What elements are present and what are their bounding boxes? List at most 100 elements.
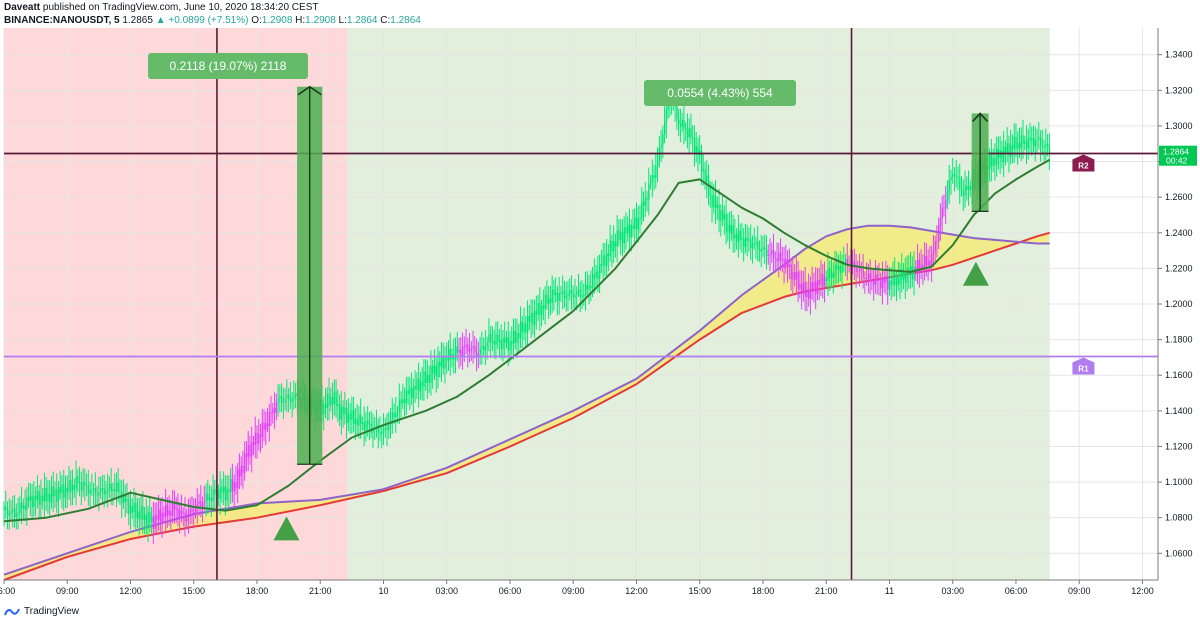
author-name[interactable]: Daveatt [4,2,41,13]
price-candle [426,374,429,383]
price-candle [154,514,156,529]
price-candle [280,396,283,404]
time-tick-label: 10 [378,586,388,596]
price-candle [569,290,571,294]
price-candle [751,243,754,249]
signal-triangle [273,516,300,541]
price-candle [894,272,896,286]
price-candle [918,260,921,273]
price-candle [955,175,958,177]
price-candle [349,413,351,420]
price-candle [391,412,394,420]
price-candle [621,232,624,244]
time-tick-label: 11 [885,586,894,596]
price-candle [50,486,53,503]
price-candle [880,278,882,289]
price-candle [681,119,683,127]
price-candle [240,465,242,477]
price-candle [182,512,185,514]
price-candle [1001,150,1003,163]
price-candle [1004,146,1007,153]
price-candle [959,177,961,189]
time-tick-label: 03:00 [941,586,964,596]
price-candle [862,269,864,278]
price-candle [180,510,183,514]
price-candle [897,277,900,285]
price-candle [129,506,132,515]
time-tick-label: 06:00 [0,586,15,596]
price-candle [967,186,970,191]
price-candle [1025,141,1028,149]
price-candle [412,386,415,399]
price-candle [395,412,397,418]
price-candle [196,503,199,509]
price-candle [454,346,457,360]
price-tick-label: 1.2000 [1165,299,1193,309]
tradingview-footer[interactable]: TradingView [4,606,79,617]
price-candle [598,264,601,279]
price-candle [277,398,279,403]
price-candle [152,516,155,529]
price-candle [168,510,170,516]
price-candle [119,491,121,493]
price-candle [685,128,687,130]
price-candle [563,290,566,299]
price-candle [825,277,828,282]
price-candle [532,312,534,325]
price-candle [667,103,669,110]
price-candle [881,277,884,289]
price-candle [952,174,954,177]
price-candle [778,252,780,262]
price-candle [458,349,460,353]
price-candle [10,511,12,514]
time-tick-label: 12:00 [1131,586,1154,596]
chart-annotations[interactable]: R2 R1 0.2118 (19.07%) 2118 0.0554 (4.43%) 5… [4,28,1158,580]
price-candle [604,255,606,266]
price-candle [217,490,220,499]
price-candle [331,396,334,404]
price-candle [702,169,705,172]
price-candle [402,398,404,404]
price-candle [365,420,367,431]
price-candle [82,481,84,491]
price-tick-label: 1.0800 [1165,513,1193,523]
price-candle [163,512,165,517]
price-candle [122,493,125,503]
price-candle [200,501,202,507]
price-candle [293,395,295,399]
price-candle [54,489,56,497]
price-candle [929,260,931,267]
price-candle [272,408,274,414]
price-candle [15,513,18,518]
price-candle [813,281,815,290]
price-candle [20,502,23,509]
price-candle [481,346,483,349]
price-candle [830,272,833,279]
price-candle [244,453,246,473]
low-label: L: [338,15,347,26]
price-candle [860,269,863,271]
price-candle [804,281,806,297]
price-candle [867,273,870,279]
price-candle [126,498,128,502]
price-candle [644,197,647,206]
price-candle [832,272,835,278]
current-price-countdown: 00:42 [1166,156,1188,166]
price-candle [844,259,847,263]
ma-cloud-fill [4,225,1050,580]
price-candle [600,264,603,266]
price-tick-label: 1.2600 [1165,192,1193,202]
price-candle [12,508,14,512]
price-candle [864,277,866,279]
time-tick-label: 06:00 [499,586,522,596]
price-candle [906,267,908,284]
price-candle [172,503,174,516]
level-badge-r2 [1072,154,1095,172]
price-candle [189,508,192,514]
price-candle [697,146,699,156]
price-candle [368,423,371,425]
price-candle [354,419,357,424]
price-candle [504,337,506,343]
price-candle [776,258,778,262]
